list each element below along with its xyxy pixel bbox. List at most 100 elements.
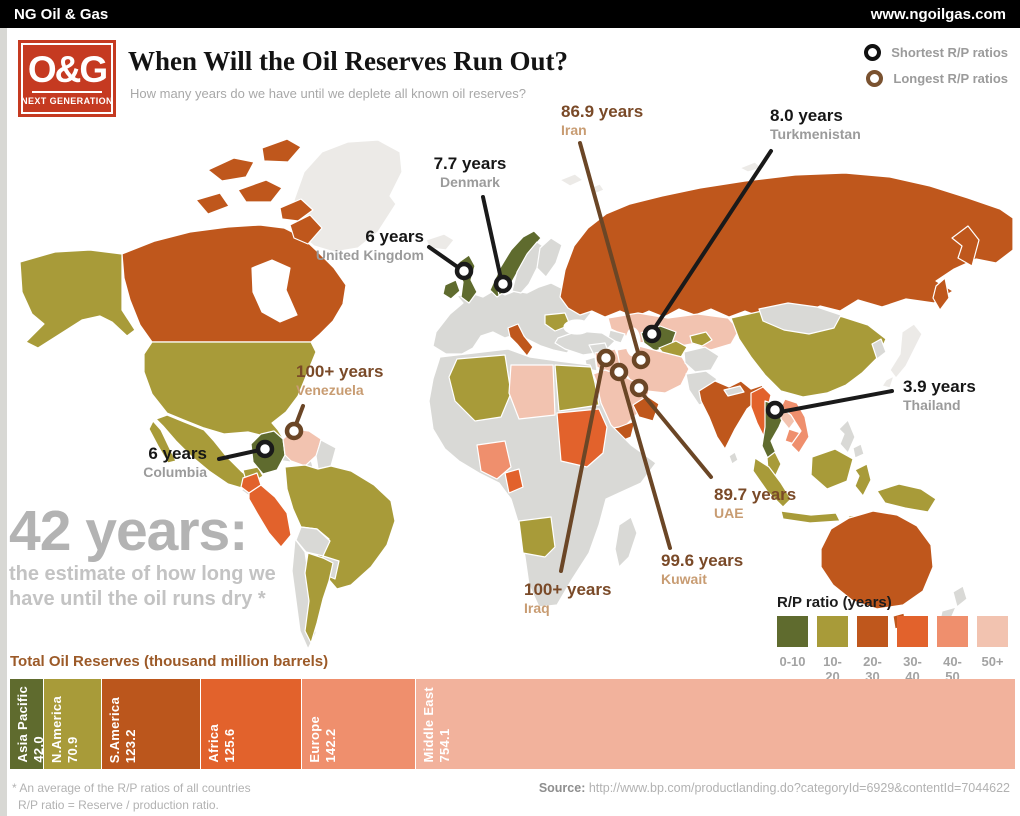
line-turkmenistan	[652, 149, 773, 331]
reserves-title: Total Oil Reserves (thousand million bar…	[10, 653, 329, 670]
country-mongolia	[758, 302, 842, 335]
ring-united-kingdom	[454, 261, 474, 281]
ring-iran	[631, 350, 651, 370]
russia-sakhalin	[932, 277, 950, 311]
country-italy	[507, 323, 534, 357]
ring-iraq	[596, 348, 616, 368]
canada-island-4	[195, 192, 230, 215]
line-kuwait	[619, 374, 672, 550]
country-ireland	[442, 279, 461, 300]
logo-acronym: O&G	[27, 49, 108, 90]
ring-kuwait	[609, 362, 629, 382]
callout-turkmenistan-country: Turkmenistan	[770, 126, 861, 142]
rp-swatch-50-plus	[977, 616, 1008, 647]
segment-name: Africa	[205, 724, 221, 763]
canada-island-baffin	[289, 214, 323, 245]
rp-label-0-10: 0-10	[779, 654, 806, 669]
callout-venezuela-value: 100+ years	[296, 362, 384, 381]
region-europe	[432, 282, 592, 355]
country-russia	[559, 172, 1014, 318]
callout-thailand-value: 3.9 years	[903, 377, 976, 396]
island-sulawesi	[854, 463, 872, 497]
country-japan	[889, 323, 923, 379]
footnotes: * An average of the R/P ratios of all co…	[12, 780, 251, 814]
stat-line-2: have until the oil runs dry *	[9, 588, 266, 610]
callout-iran-country: Iran	[561, 122, 587, 138]
rp-swatch-10-20	[817, 616, 848, 647]
stat-line-1: the estimate of how long we	[9, 563, 276, 585]
line-denmark	[481, 195, 503, 281]
callout-thailand: 3.9 years Thailand	[903, 377, 976, 415]
canada-island-5	[279, 198, 314, 222]
country-sudan	[556, 408, 608, 468]
callout-columbia-country: Columbia	[143, 464, 207, 480]
rp-swatch-40-50	[937, 616, 968, 647]
island-madagascar	[614, 516, 638, 568]
left-border-strip	[0, 28, 7, 816]
total-reserves-chart: Total Oil Reserves (thousand million bar…	[10, 653, 1015, 769]
country-angola	[518, 516, 556, 558]
source-url[interactable]: http://www.bp.com/productlanding.do?cate…	[588, 781, 1010, 795]
line-iran	[578, 141, 641, 358]
line-columbia	[217, 448, 262, 461]
callout-denmark: 7.7 years Denmark	[430, 154, 510, 192]
russia-kamchatka	[951, 225, 980, 267]
line-uae	[639, 390, 713, 479]
rp-bin: 0-10	[777, 616, 817, 684]
page-subtitle: How many years do we have until we deple…	[130, 86, 526, 101]
segment-name: Middle East	[420, 687, 436, 763]
callout-uae-value: 89.7 years	[714, 485, 797, 504]
segment-value: 754.1	[436, 728, 452, 763]
segment-value: 123.2	[122, 728, 138, 763]
ring-columbia	[255, 439, 275, 459]
country-nigeria	[476, 440, 512, 480]
brand-name: NG Oil & Gas	[14, 5, 109, 23]
top-bar: NG Oil & Gas www.ngoilgas.com	[0, 0, 1020, 28]
ring-denmark	[493, 274, 513, 294]
callout-uae-country: UAE	[714, 505, 744, 521]
country-peru	[248, 484, 292, 548]
callout-venezuela: 100+ years Venezuela	[296, 362, 383, 400]
callout-thailand-country: Thailand	[903, 397, 961, 413]
callout-kuwait-country: Kuwait	[661, 571, 707, 587]
country-algeria	[448, 354, 512, 422]
callout-iraq-country: Iraq	[524, 600, 550, 616]
callout-united-kingdom-value: 6 years	[365, 227, 424, 246]
ring-uae	[629, 378, 649, 398]
rp-bin: 40-50	[937, 616, 977, 684]
country-japan-south	[881, 375, 895, 389]
rp-label-50-plus: 50+	[981, 654, 1004, 669]
reserves-segment-s-america: S.America 123.2	[101, 679, 200, 769]
canada-island-3	[237, 179, 283, 203]
segment-name: Asia Pacific	[15, 686, 30, 763]
line-thailand	[778, 389, 894, 414]
callout-turkmenistan-value: 8.0 years	[770, 106, 843, 125]
canada-island-2	[261, 138, 302, 163]
country-finland	[536, 237, 563, 278]
longest-ring-icon	[866, 70, 884, 87]
reserves-segment-europe: Europe 142.2	[301, 679, 415, 769]
key-shortest-label: Shortest R/P ratios	[891, 45, 1008, 60]
website-link[interactable]: www.ngoilgas.com	[870, 5, 1006, 23]
country-philippines-2	[852, 443, 865, 459]
segment-name: Europe	[306, 716, 322, 763]
country-egypt	[554, 364, 600, 412]
island-sri-lanka	[728, 451, 739, 465]
source-label: Source:	[538, 781, 586, 795]
segment-name: S.America	[106, 696, 122, 763]
rp-swatch-0-10	[777, 616, 808, 647]
og-logo: O&G NEXT GENERATION	[18, 40, 116, 117]
segment-value: 125.6	[221, 728, 237, 763]
shortest-ring-icon	[864, 44, 882, 61]
footnote-average: * An average of the R/P ratios of all co…	[12, 781, 251, 795]
callout-united-kingdom: 6 years United Kingdom	[316, 227, 424, 265]
rp-swatch-30-40	[897, 616, 928, 647]
callout-columbia: 6 years Columbia	[143, 444, 207, 482]
island-svalbard	[559, 173, 584, 187]
island-java	[780, 510, 841, 524]
callout-kuwait: 99.6 years Kuwait	[661, 551, 743, 589]
country-greenland	[293, 139, 403, 253]
country-nepal	[723, 385, 745, 397]
